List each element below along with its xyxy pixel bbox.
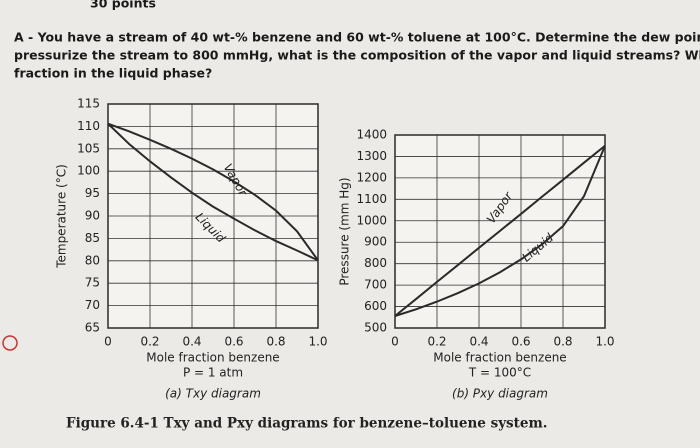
y-tick-label: 1000 (356, 213, 387, 227)
x-axis-label: Mole fraction benzene (146, 351, 279, 365)
y-tick-label: 1200 (356, 170, 387, 184)
x-tick-label: 0.6 (511, 335, 530, 349)
y-tick-label: 1400 (356, 128, 387, 142)
y-tick-label: 110 (77, 119, 100, 133)
curve (394, 145, 606, 317)
y-tick-label: 800 (364, 256, 387, 270)
x-tick-label: 0.6 (224, 335, 243, 349)
figure-caption: Figure 6.4-1 Txy and Pxy diagrams for be… (66, 416, 547, 432)
problem-line: fraction in the liquid phase? (14, 66, 212, 81)
y-tick-label: 70 (85, 298, 100, 312)
y-tick-label: 80 (85, 253, 100, 267)
problem-line: pressurize the stream to 800 mmHg, what … (14, 48, 700, 63)
y-tick-label: 105 (77, 141, 100, 155)
x-tick-label: 0.2 (427, 335, 446, 349)
curve (107, 122, 319, 261)
handwritten-mark (2, 335, 18, 351)
y-tick-label: 65 (85, 321, 100, 335)
x-axis-label: Mole fraction benzene (433, 351, 566, 365)
x-tick-label: 1.0 (595, 335, 614, 349)
chart-caption: (a) Txy diagram (165, 387, 261, 401)
y-tick-label: 1100 (356, 192, 387, 206)
x-tick-label: 0.4 (469, 335, 488, 349)
curve (394, 144, 606, 317)
x-tick-label: 1.0 (308, 335, 327, 349)
x-tick-label: 0.2 (140, 335, 159, 349)
x-tick-label: 0 (104, 335, 112, 349)
y-tick-label: 90 (85, 209, 100, 223)
y-tick-label: 500 (364, 321, 387, 335)
y-tick-label: 700 (364, 278, 387, 292)
curve (107, 122, 319, 262)
y-tick-label: 95 (85, 186, 100, 200)
subtitle: T = 100°C (468, 366, 531, 380)
y-axis-label: Temperature (°C) (55, 164, 69, 269)
x-tick-label: 0 (391, 335, 399, 349)
x-tick-label: 0.4 (182, 335, 201, 349)
y-tick-label: 600 (364, 299, 387, 313)
y-tick-label: 100 (77, 164, 100, 178)
y-tick-label: 75 (85, 276, 100, 290)
y-tick-label: 900 (364, 235, 387, 249)
y-axis-label: Pressure (mm Hg) (338, 177, 352, 285)
problem-line: A - You have a stream of 40 wt-% benzene… (14, 30, 700, 45)
x-tick-label: 0.8 (553, 335, 572, 349)
chart-caption: (b) Pxy diagram (452, 387, 548, 401)
y-tick-label: 85 (85, 231, 100, 245)
subtitle: P = 1 atm (183, 366, 243, 380)
header: 30 points (90, 0, 156, 11)
y-tick-label: 1300 (356, 149, 387, 163)
y-tick-label: 115 (77, 97, 100, 111)
x-tick-label: 0.8 (266, 335, 285, 349)
